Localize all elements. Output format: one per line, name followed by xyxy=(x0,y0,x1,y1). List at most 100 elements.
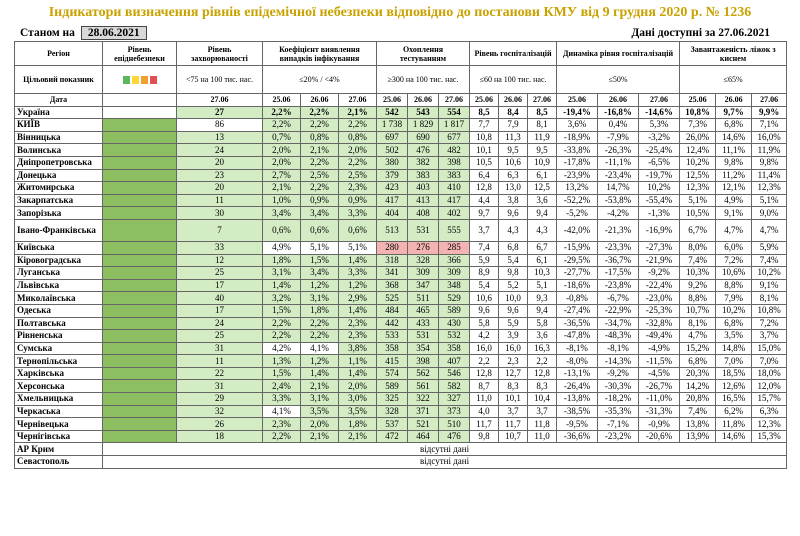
target-oxygen: ≤65% xyxy=(679,65,788,94)
table-row: Миколаївська 40 3,2% 3,1% 2,9% 525 511 529 10,6 1… xyxy=(14,291,788,305)
table-row: КИЇВ 86 2,2% 2,2% 2,2% 1 738 1 829 1 817 7,7 7,9 8… xyxy=(14,118,788,132)
incidence-value: 11 xyxy=(176,193,263,208)
testing-value: 465 xyxy=(407,303,439,318)
dynamics-value: -36,6% xyxy=(556,429,599,444)
detection-value: 0,6% xyxy=(338,218,377,242)
detection-value: 2,2% xyxy=(300,105,339,120)
hosp-value: 8,4 xyxy=(498,105,529,120)
oxygen-value: 9,9% xyxy=(751,105,788,120)
detection-value: 1,5% xyxy=(300,253,339,268)
detection-value: 1,8% xyxy=(338,417,377,431)
testing-value: 433 xyxy=(407,316,439,331)
hosp-value: 4,0 xyxy=(469,404,500,419)
detection-value: 3,5% xyxy=(300,404,339,419)
dynamics-value: -49,4% xyxy=(638,329,681,343)
oxygen-value: 14,6% xyxy=(715,429,753,444)
testing-value: 511 xyxy=(407,291,439,305)
incidence-value: 26 xyxy=(176,417,263,431)
dynamics-value: -22,4% xyxy=(638,278,681,293)
hosp-value: 6,7 xyxy=(527,240,558,255)
dynamics-value: -55,4% xyxy=(638,193,681,208)
oxygen-value: 11,9% xyxy=(751,143,788,157)
detection-value: 2,1% xyxy=(338,429,377,444)
dynamics-value: -47,8% xyxy=(556,329,599,343)
incidence-value: 23 xyxy=(176,168,263,183)
hosp-value: 5,4 xyxy=(469,278,500,293)
dynamics-value: -30,3% xyxy=(597,379,640,394)
oxygen-value: 12,4% xyxy=(679,143,717,157)
incidence-value: 30 xyxy=(176,206,263,220)
detection-value: 2,2% xyxy=(262,105,301,120)
dynamics-value: 5,3% xyxy=(638,118,681,132)
table-row: Івано-Франківська 7 0,6% 0,6% 0,6% 513 531 555 3… xyxy=(14,218,788,242)
table-row: Житомирська 20 2,1% 2,2% 2,3% 423 403 410 12,8 13… xyxy=(14,181,788,195)
hosp-value: 4,4 xyxy=(469,193,500,208)
dynamics-value: -9,2% xyxy=(638,266,681,280)
oxygen-value: 9,1% xyxy=(751,278,788,293)
table-row: Волинська 24 2,0% 2,1% 2,0% 502 476 482 10,1 9,5 9… xyxy=(14,143,788,157)
detection-value: 1,2% xyxy=(300,278,339,293)
level-chip xyxy=(131,76,139,85)
dynamics-value: -42,0% xyxy=(556,218,599,242)
date-cell-testing: 27.06 xyxy=(437,93,471,107)
oxygen-value: 6,2% xyxy=(715,404,753,419)
dynamics-value: 3,6% xyxy=(556,118,599,132)
dynamics-value: -14,6% xyxy=(638,105,681,120)
table-row: Київська 33 4,9% 5,1% 5,1% 280 276 285 7,4 6,8 6,7… xyxy=(14,240,788,255)
detection-value: 2,2% xyxy=(300,329,339,343)
date-cell-hosp: 27.06 xyxy=(527,93,558,107)
region-name: Севастополь xyxy=(14,455,103,469)
detection-value: 3,5% xyxy=(338,404,377,419)
dynamics-value: -7,1% xyxy=(597,417,640,431)
level-cell xyxy=(102,429,177,444)
level-cell xyxy=(102,278,177,293)
level-chip xyxy=(122,76,130,85)
oxygen-value: 14,6% xyxy=(715,130,753,145)
testing-value: 476 xyxy=(437,429,471,444)
oxygen-value: 3,5% xyxy=(715,329,753,343)
dynamics-value: -19,4% xyxy=(556,105,599,120)
hosp-value: 11,0 xyxy=(469,392,500,406)
dynamics-value: -15,9% xyxy=(556,240,599,255)
detection-value: 5,1% xyxy=(300,240,339,255)
detection-value: 3,2% xyxy=(262,291,301,305)
header-hosp: Рівень госпіталізацій xyxy=(469,41,558,66)
status-date: Станом на 28.06.2021 xyxy=(20,26,147,40)
testing-value: 531 xyxy=(407,329,439,343)
detection-value: 1,1% xyxy=(338,354,377,368)
header-incidence: Рівень захворюваності xyxy=(176,41,263,66)
detection-value: 2,9% xyxy=(338,291,377,305)
detection-value: 1,2% xyxy=(338,278,377,293)
date-cell-testing: 26.06 xyxy=(407,93,439,107)
testing-value: 582 xyxy=(437,379,471,394)
hosp-value: 10,6 xyxy=(469,291,500,305)
dynamics-value: -25,4% xyxy=(638,143,681,157)
oxygen-value: 12,0% xyxy=(751,379,788,394)
oxygen-value: 12,1% xyxy=(715,181,753,195)
detection-value: 4,1% xyxy=(300,341,339,356)
dynamics-value: -26,3% xyxy=(597,143,640,157)
oxygen-value: 4,7% xyxy=(679,329,717,343)
detection-value: 2,2% xyxy=(300,316,339,331)
detection-value: 3,4% xyxy=(300,266,339,280)
date-cell-hosp: 26.06 xyxy=(498,93,529,107)
oxygen-value: 7,3% xyxy=(679,118,717,132)
level-cell xyxy=(102,303,177,318)
dynamics-value: -22,9% xyxy=(597,303,640,318)
oxygen-value: 7,0% xyxy=(751,354,788,368)
date-cell-detection: 27.06 xyxy=(338,93,377,107)
hosp-value: 8,1 xyxy=(527,118,558,132)
header-level: Рівень епіднебезпеки xyxy=(102,41,177,66)
detection-value: 3,1% xyxy=(262,266,301,280)
hosp-value: 12,8 xyxy=(469,181,500,195)
oxygen-value: 9,2% xyxy=(679,278,717,293)
oxygen-value: 13,9% xyxy=(679,429,717,444)
dynamics-value: -26,4% xyxy=(556,379,599,394)
incidence-value: 12 xyxy=(176,253,263,268)
table-row: Севастополь відсутні дані xyxy=(14,455,788,469)
date-cell-dynamics: 27.06 xyxy=(638,93,681,107)
table-row: Закарпатська 11 1,0% 0,9% 0,9% 417 413 417 4,4 3,… xyxy=(14,193,788,208)
oxygen-value: 16,5% xyxy=(715,392,753,406)
hosp-value: 5,2 xyxy=(498,278,529,293)
testing-value: 280 xyxy=(376,240,408,255)
